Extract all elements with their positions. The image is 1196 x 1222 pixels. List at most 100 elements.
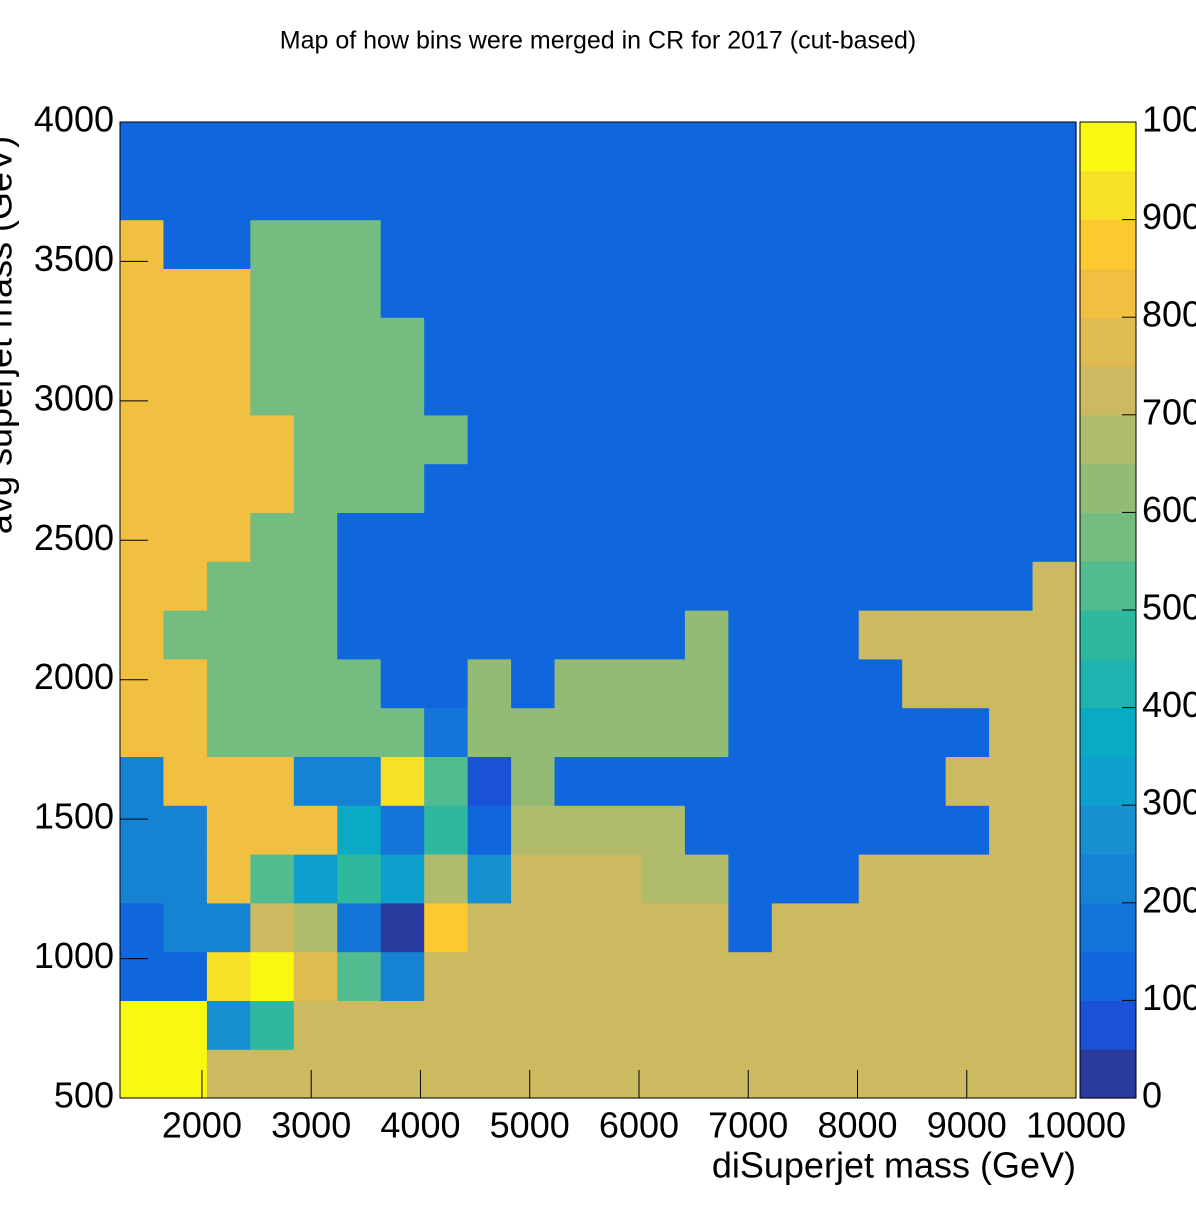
heatmap-cell: [163, 463, 208, 513]
heatmap-cell: [902, 219, 947, 269]
heatmap-cell: [120, 854, 165, 904]
heatmap-cell: [771, 122, 816, 172]
heatmap-cell: [337, 414, 382, 465]
colorbar-tick-label: 300: [1142, 782, 1196, 823]
heatmap-cell: [120, 170, 165, 221]
heatmap-cell: [684, 756, 729, 806]
heatmap-cell: [120, 414, 165, 465]
heatmap-cell: [163, 707, 208, 757]
heatmap-cell: [945, 805, 990, 855]
heatmap-cell: [337, 512, 382, 562]
colorbar-band: [1080, 1000, 1136, 1050]
heatmap-cell: [511, 805, 556, 855]
heatmap-cell: [641, 268, 686, 318]
heatmap-cell: [771, 951, 816, 1001]
heatmap-cell: [337, 1000, 382, 1050]
heatmap-cell: [858, 170, 903, 221]
heatmap-cell: [120, 219, 165, 269]
heatmap-cell: [598, 561, 643, 611]
heatmap-cell: [337, 463, 382, 513]
heatmap-cell: [467, 756, 512, 806]
heatmap-cell: [771, 366, 816, 416]
heatmap-cell: [1032, 1049, 1077, 1099]
colorbar-band: [1080, 170, 1136, 221]
heatmap-cell: [902, 170, 947, 221]
heatmap-cell: [641, 805, 686, 855]
heatmap-cell: [641, 414, 686, 465]
heatmap-cell: [945, 268, 990, 318]
heatmap-cell: [989, 805, 1034, 855]
heatmap-cell: [424, 170, 469, 221]
heatmap-cell: [945, 512, 990, 562]
heatmap-cell: [1032, 805, 1077, 855]
heatmap-cell: [293, 1049, 338, 1099]
y-tick-label: 3500: [34, 238, 114, 279]
heatmap-cell: [511, 1049, 556, 1099]
heatmap-cell: [945, 951, 990, 1001]
heatmap-cell: [815, 1049, 860, 1099]
heatmap-cell: [120, 268, 165, 318]
x-tick-label: 2000: [162, 1105, 242, 1146]
heatmap-cell: [771, 707, 816, 757]
heatmap-cell: [380, 854, 425, 904]
heatmap-cell: [728, 317, 773, 367]
heatmap-cell: [337, 122, 382, 172]
heatmap-cell: [945, 902, 990, 953]
heatmap-cell: [815, 366, 860, 416]
y-tick-label: 2000: [34, 656, 114, 697]
heatmap-cell: [250, 268, 295, 318]
heatmap-cell: [380, 1049, 425, 1099]
heatmap-cell: [293, 170, 338, 221]
heatmap-cell: [858, 707, 903, 757]
heatmap-cell: [554, 707, 599, 757]
heatmap-cell: [380, 414, 425, 465]
colorbar-band: [1080, 122, 1136, 172]
heatmap-cell: [684, 951, 729, 1001]
heatmap-cell: [858, 317, 903, 367]
colorbar-tick-label: 0: [1142, 1075, 1162, 1116]
heatmap-cell: [424, 1049, 469, 1099]
heatmap-cell: [337, 366, 382, 416]
heatmap-cell: [380, 512, 425, 562]
heatmap-cell: [250, 170, 295, 221]
heatmap-cell: [684, 902, 729, 953]
x-tick-label: 10000: [1026, 1105, 1126, 1146]
heatmap-cell: [902, 366, 947, 416]
heatmap-cell: [815, 122, 860, 172]
heatmap-cell: [728, 805, 773, 855]
heatmap-cell: [380, 317, 425, 367]
heatmap-cell: [902, 463, 947, 513]
heatmap-cell: [858, 610, 903, 660]
heatmap-cell: [1032, 317, 1077, 367]
x-tick-label: 4000: [380, 1105, 460, 1146]
heatmap-cell: [467, 805, 512, 855]
heatmap-cell: [728, 707, 773, 757]
heatmap-cell: [120, 658, 165, 709]
heatmap-cell: [511, 854, 556, 904]
heatmap-cell: [511, 902, 556, 953]
heatmap-cell: [771, 170, 816, 221]
heatmap-cell: [945, 756, 990, 806]
heatmap-cell: [945, 366, 990, 416]
heatmap-cell: [684, 658, 729, 709]
heatmap-cell: [467, 366, 512, 416]
heatmap-cell: [163, 512, 208, 562]
heatmap-cell: [163, 366, 208, 416]
colorbar-band: [1080, 854, 1136, 904]
heatmap-cell: [815, 951, 860, 1001]
heatmap-cell: [728, 414, 773, 465]
heatmap-cell: [728, 610, 773, 660]
heatmap-cell: [467, 463, 512, 513]
heatmap-cell: [554, 561, 599, 611]
x-tick-label: 7000: [708, 1105, 788, 1146]
heatmap-cell: [641, 512, 686, 562]
heatmap-cell: [163, 854, 208, 904]
heatmap-cell: [467, 512, 512, 562]
heatmap-cell: [902, 756, 947, 806]
heatmap-cell: [293, 610, 338, 660]
heatmap-cell: [163, 317, 208, 367]
heatmap-cell: [250, 122, 295, 172]
heatmap-cell: [467, 170, 512, 221]
heatmap-cell: [293, 756, 338, 806]
heatmap-cell: [1032, 219, 1077, 269]
